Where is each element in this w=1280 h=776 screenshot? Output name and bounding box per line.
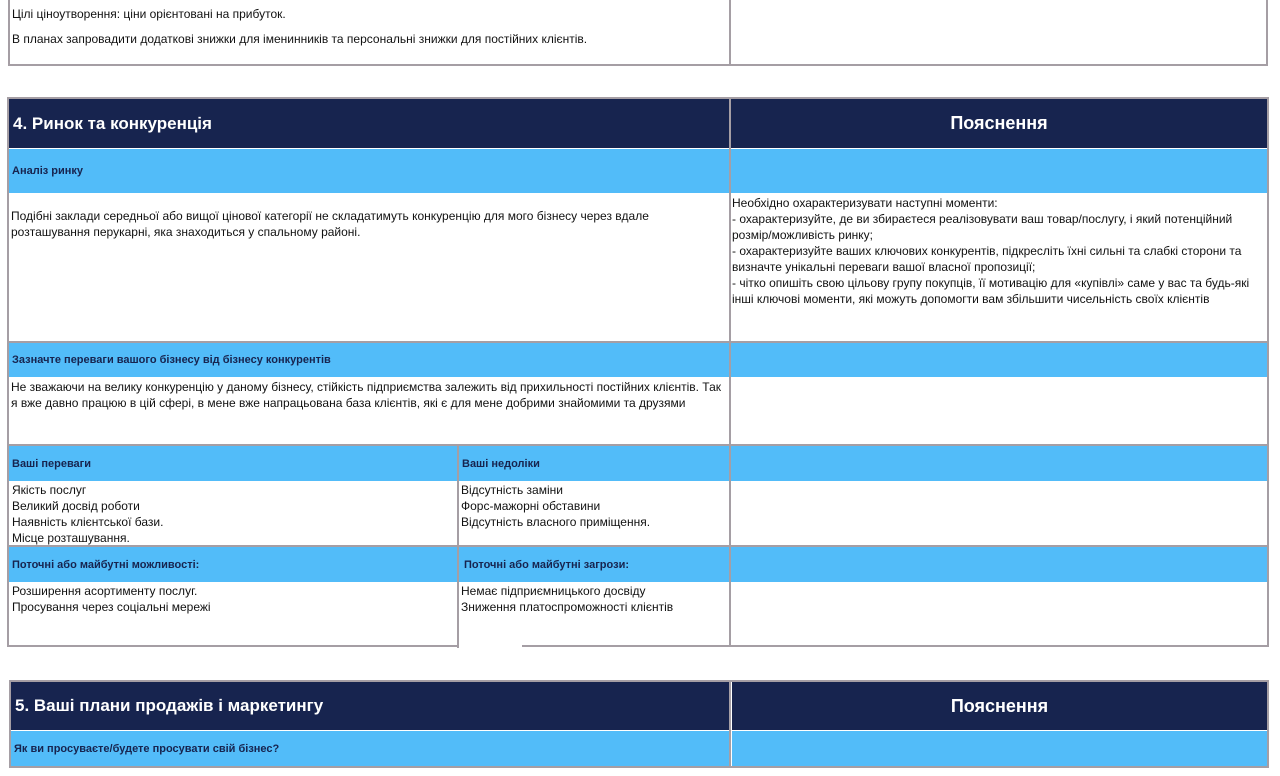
list-item: Відсутність власного приміщення.	[461, 515, 651, 529]
explain-blue-cell	[731, 149, 1267, 193]
hint-line: Необхідно охарактеризувати наступні моме…	[732, 196, 998, 210]
pricing-goal-text: Цілі ціноутворення: ціни орієнтовані на …	[12, 7, 286, 21]
weaknesses-label: Ваші недоліки	[459, 446, 729, 481]
strengths-list: Якість послуг Великий досвід роботи Наяв…	[12, 482, 163, 546]
list-item: Немає підприємницького досвіду	[461, 584, 646, 598]
opportunities-label: Поточні або майбутні можливості:	[9, 547, 457, 582]
opportunities-list: Розширення асортименту послуг. Просуванн…	[12, 583, 211, 615]
advantages-label: Зазначте переваги вашого бізнесу від біз…	[9, 343, 729, 377]
list-item: Зниження платоспроможності клієнтів	[461, 600, 674, 614]
hint-line: - охарактеризуйте, де ви збираєтеся реал…	[732, 212, 1233, 242]
explain-blue-cell	[731, 446, 1267, 481]
column-divider	[457, 446, 459, 648]
list-item: Розширення асортименту послуг.	[12, 584, 198, 598]
list-item: Відсутність заміни	[461, 483, 563, 497]
explain-blue-cell	[731, 547, 1267, 582]
explain-blue-cell	[732, 731, 1267, 766]
border	[8, 0, 10, 66]
section-5-table	[9, 680, 1269, 768]
hint-line: - чітко опишіть свою цільову групу покуп…	[732, 276, 1250, 306]
section-5-title: 5. Ваші плани продажів і маркетингу	[11, 682, 729, 730]
hint-line: - охарактеризуйте ваших ключових конкуре…	[732, 244, 1242, 274]
border	[1266, 0, 1268, 66]
discount-plan-text: В планах запровадити додаткові знижки дл…	[12, 32, 588, 46]
list-item: Великий досвід роботи	[12, 499, 140, 513]
border	[8, 341, 1268, 343]
threats-list: Немає підприємницького досвіду Зниження …	[461, 583, 673, 615]
list-item: Наявність клієнтської бази.	[12, 515, 164, 529]
explain-header: Пояснення	[731, 99, 1267, 148]
explain-header: Пояснення	[732, 682, 1267, 730]
list-item: Форс-мажорні обставини	[461, 499, 601, 513]
weaknesses-list: Відсутність заміни Форс-мажорні обставин…	[461, 482, 650, 530]
section-4-table	[7, 97, 1269, 647]
border	[8, 444, 1268, 446]
list-item: Просування через соціальні мережі	[12, 600, 211, 614]
border	[8, 64, 1268, 66]
border	[8, 545, 1268, 547]
explain-blue-cell	[731, 343, 1267, 377]
border-gap	[459, 645, 522, 649]
list-item: Місце розташування.	[12, 531, 130, 545]
advantages-text: Не зважаючи на велику конкуренцію у дано…	[11, 380, 721, 410]
promotion-question: Як ви просуваєте/будете просувати свій б…	[11, 731, 729, 766]
threats-label: Поточні або майбутні загрози:	[459, 547, 729, 582]
section-4-title: 4. Ринок та конкуренція	[9, 99, 729, 148]
market-hint: Необхідно охарактеризувати наступні моме…	[732, 195, 1262, 307]
market-analysis-text: Подібні заклади середньої або вищої ціно…	[11, 209, 649, 239]
market-analysis-label: Аналіз ринку	[9, 149, 729, 193]
column-divider	[729, 680, 731, 768]
list-item: Якість послуг	[12, 483, 87, 497]
border	[729, 0, 731, 66]
strengths-label: Ваші переваги	[9, 446, 457, 481]
column-divider	[729, 99, 731, 647]
